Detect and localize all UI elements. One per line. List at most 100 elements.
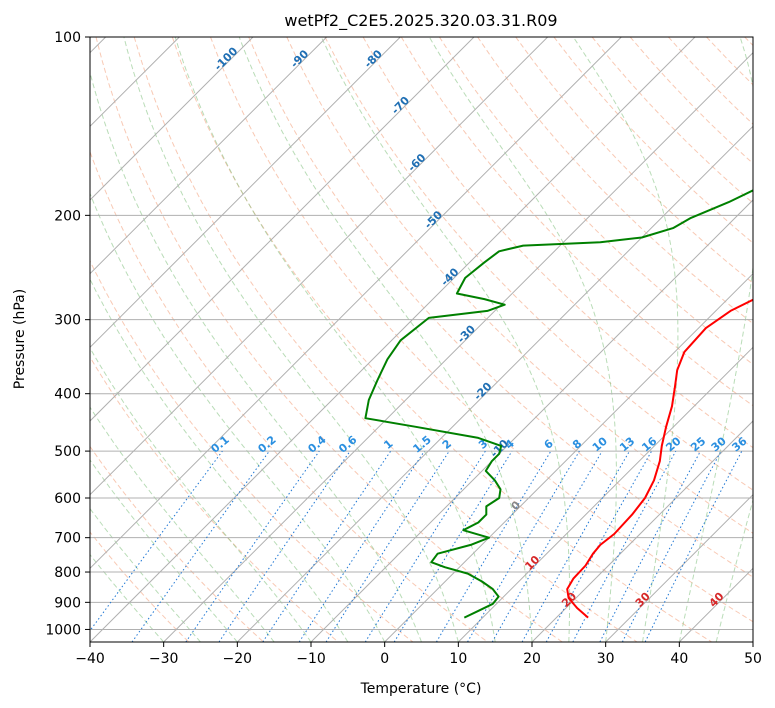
moist-adiabat	[572, 37, 679, 642]
y-axis-label: Pressure (hPa)	[12, 289, 28, 389]
mixing-ratio-line	[325, 450, 450, 642]
profile-lines	[364, 189, 753, 619]
moist-adiabat	[90, 278, 349, 642]
x-tick-label: −20	[223, 651, 253, 667]
isotherm-label: -80	[362, 47, 385, 70]
dewpoint-line	[364, 189, 753, 619]
isotherm-line	[752, 641, 753, 642]
dry-adiabat	[90, 150, 488, 642]
mixing-ratio-label: 2	[440, 437, 454, 452]
x-axis-label: Temperature (°C)	[360, 681, 482, 697]
y-tick-label: 300	[54, 313, 81, 329]
y-axis-ticks: 100 200 300 400 500 600 700 800 900 1000	[45, 30, 90, 638]
dry-adiabat	[90, 356, 339, 642]
isotherm-line	[90, 37, 696, 642]
x-tick-label: −10	[296, 651, 326, 667]
x-tick-label: 40	[670, 651, 688, 667]
x-tick-label: 20	[523, 651, 541, 667]
isotherm-line	[678, 567, 753, 642]
moist-adiabat	[678, 37, 753, 642]
isotherm-line	[90, 37, 475, 422]
dry-adiabat	[90, 531, 190, 642]
mixing-ratio-line	[185, 450, 320, 642]
dry-adiabat	[668, 37, 753, 125]
mixing-ratio-label: 0.4	[305, 433, 329, 456]
plot-frame	[89, 36, 754, 643]
x-tick-label: 50	[744, 651, 762, 667]
dry-adiabat	[324, 37, 753, 491]
mixing-ratio-line	[545, 450, 653, 642]
mixing-ratio-label: 0.6	[336, 433, 360, 456]
moist-adiabat	[123, 37, 459, 642]
isotherm-line	[90, 37, 622, 570]
moist-adiabat	[428, 37, 617, 642]
dry-adiabat	[90, 445, 264, 642]
dry-adiabat	[400, 37, 753, 407]
mixing-ratio-label: 6	[542, 437, 556, 452]
moist-adiabat	[90, 70, 422, 642]
mixing-ratio-line	[467, 450, 580, 642]
isotherm-line	[90, 37, 254, 201]
dry-adiabat	[133, 37, 638, 642]
temperature-line	[566, 298, 753, 619]
mixing-ratio-labels: 0.1 0.2 0.4 0.6 1 1.5 2 3 4 6 8 10 13 16 20 25 30 36	[209, 433, 750, 456]
y-tick-label: 800	[54, 565, 81, 581]
dry-adiabat	[438, 37, 753, 366]
isotherm-label: -50	[422, 208, 445, 231]
isotherm-line	[384, 272, 753, 642]
y-tick-label: 400	[54, 387, 81, 403]
moist-adiabat	[90, 507, 201, 642]
isotherm-line	[531, 420, 753, 642]
isotherm-label: -90	[288, 47, 311, 70]
dry-adiabat	[210, 37, 753, 623]
y-tick-label: 200	[54, 208, 81, 224]
moist-adiabat	[174, 37, 496, 642]
chart-title: wetPf2_C2E5.2025.320.03.31.R09	[284, 11, 557, 31]
isotherm-line	[163, 51, 753, 642]
mixing-ratio-line	[298, 450, 425, 642]
x-tick-label: −40	[75, 651, 105, 667]
y-tick-label: 500	[54, 444, 81, 460]
moist-adiabat	[90, 192, 386, 642]
isotherm-label: -40	[438, 265, 461, 288]
isotherm-label: 10	[522, 553, 542, 573]
dry-adiabat	[706, 37, 753, 86]
x-tick-label: −30	[149, 651, 179, 667]
moist-adiabat	[238, 37, 533, 642]
dry-adiabat	[477, 37, 753, 325]
dry-adiabat	[286, 37, 753, 534]
moist-adiabat	[90, 459, 238, 642]
mixing-ratio-line	[90, 450, 223, 632]
mixing-ratio-label: 0.1	[209, 433, 232, 455]
x-axis-ticks: −40 −30 −20 −10 0 10 20 30 40 50	[75, 642, 762, 667]
dry-adiabat	[591, 37, 753, 204]
mixing-ratio-line	[131, 450, 270, 642]
mixing-ratio-label: 1.5	[411, 433, 434, 455]
moist-adiabat	[715, 497, 753, 642]
isotherm-label: -20	[471, 380, 494, 403]
mixing-ratio-line	[644, 450, 743, 642]
mixing-ratio-line	[572, 450, 677, 642]
isotherm-line	[310, 199, 753, 642]
mixing-ratio-line	[218, 450, 351, 642]
mixing-ratio-line	[262, 450, 392, 642]
moist-adiabat	[90, 406, 275, 642]
mixing-ratio-line	[599, 450, 701, 642]
isotherm-line	[457, 346, 753, 642]
isotherm-label: 40	[707, 590, 727, 610]
dry-adiabat	[248, 37, 753, 578]
dry-adiabat	[90, 259, 414, 642]
x-tick-label: 10	[449, 651, 467, 667]
y-tick-label: 600	[54, 491, 81, 507]
mixing-ratio-line	[393, 450, 513, 642]
isotherm-label: -60	[405, 151, 428, 174]
isotherm-label: -70	[389, 94, 412, 117]
isotherm-line	[605, 493, 753, 642]
isotherm-line	[90, 37, 549, 496]
y-tick-label: 1000	[45, 622, 81, 638]
dry-adiabat	[95, 37, 563, 642]
isotherm-label: -30	[455, 322, 478, 345]
y-tick-label: 900	[54, 595, 81, 611]
dry-adiabat	[171, 37, 712, 642]
